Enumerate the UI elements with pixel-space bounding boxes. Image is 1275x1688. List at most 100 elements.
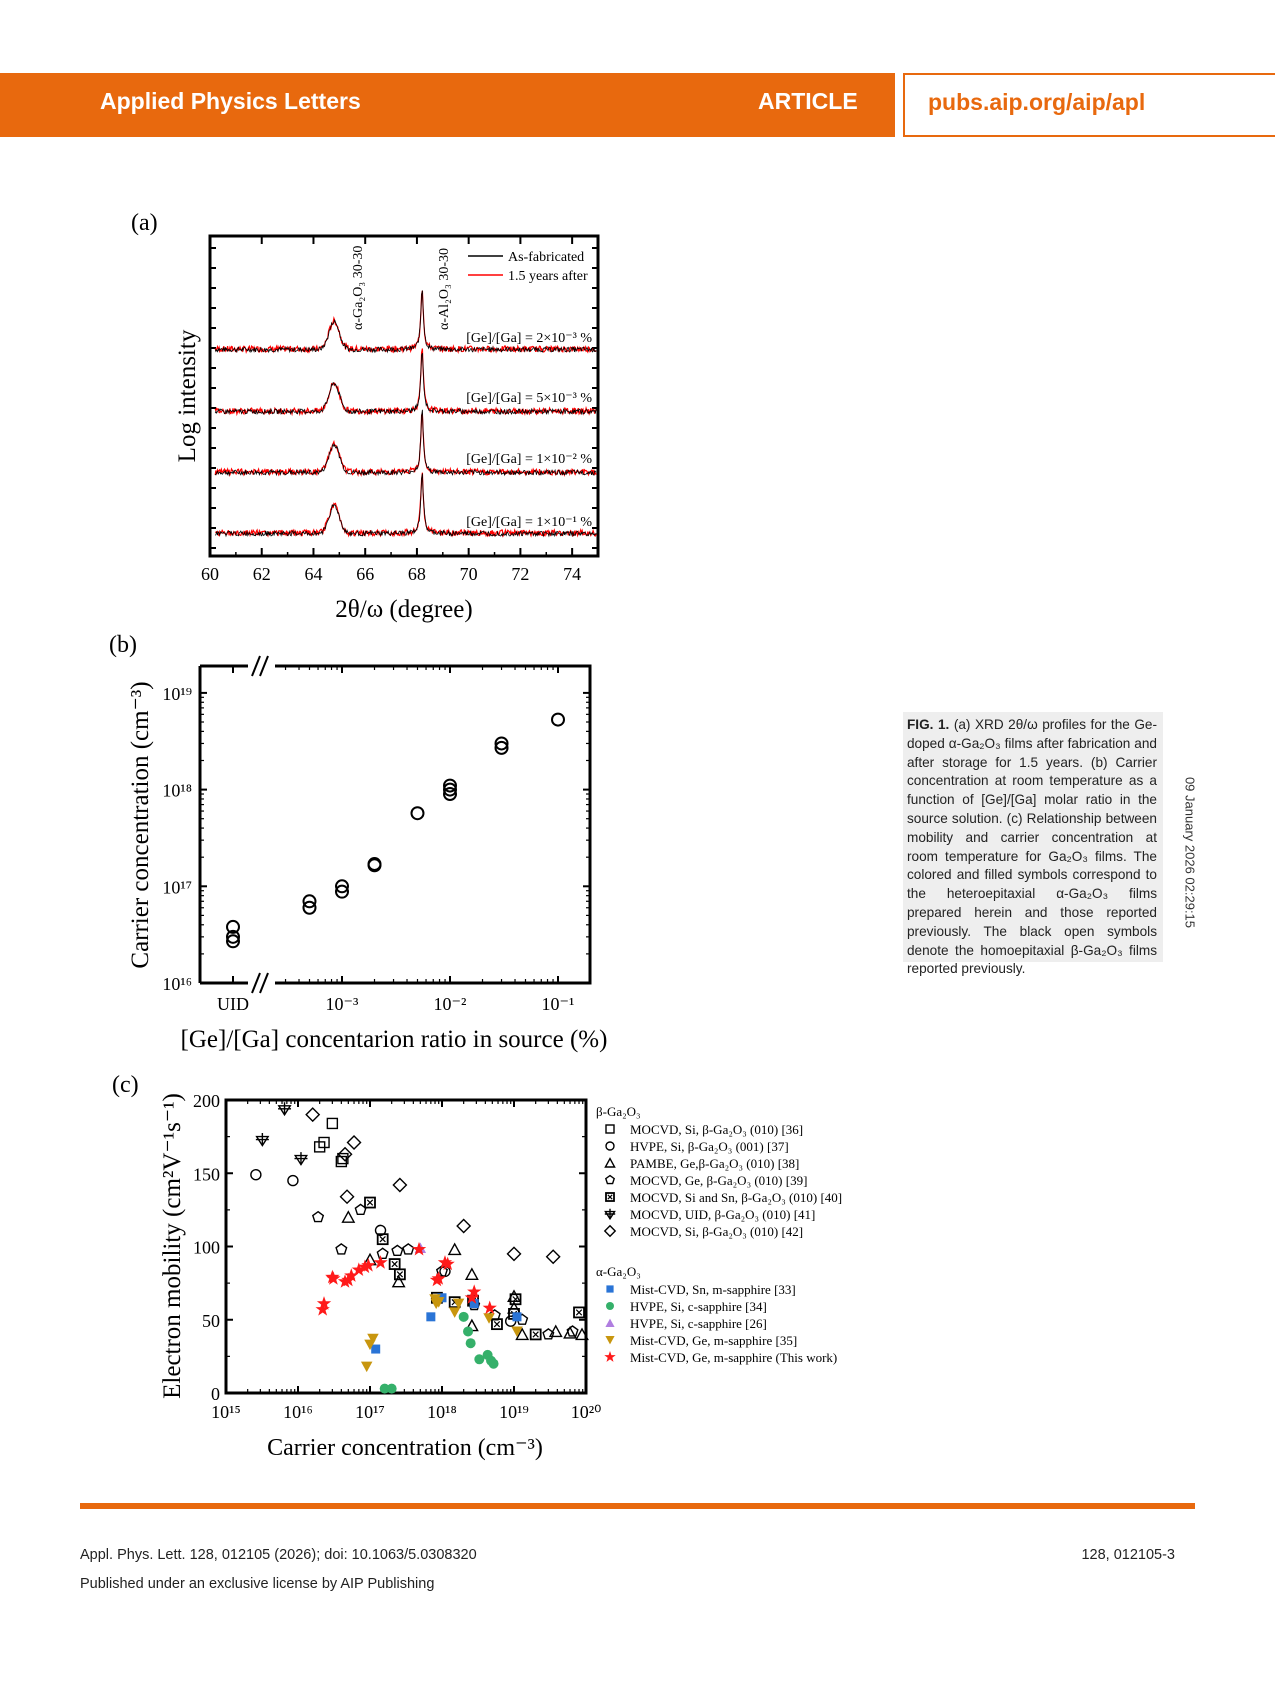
marker-box	[376, 1233, 389, 1246]
marker-cross	[391, 1260, 398, 1268]
journal-url-link[interactable]: pubs.aip.org/aip/apl	[928, 89, 1146, 115]
data-point-crossed-square	[529, 1328, 542, 1341]
caption-label: FIG. 1.	[907, 717, 950, 732]
legend-item-label: MOCVD, Si and Sn, β-Ga₂O₃ (010) [40]	[630, 1190, 842, 1205]
data-point-green-circle	[379, 1383, 390, 1394]
marker-cross	[493, 1320, 501, 1328]
data-point-open-diamond	[506, 1246, 522, 1262]
data-point	[226, 934, 240, 949]
legend-marker-open-pentagon	[604, 1174, 616, 1185]
axis-break-bottom-2	[259, 972, 269, 994]
data-point-open-pentagon	[435, 1265, 449, 1277]
data-point	[443, 778, 457, 793]
y-tick-label: 0	[211, 1384, 220, 1404]
marker-box	[573, 1306, 585, 1319]
data-point-green-circle	[458, 1311, 469, 1322]
data-point-crossed-square	[573, 1306, 585, 1319]
legend-marker-purple-triangle	[605, 1318, 615, 1327]
marker-box	[364, 1196, 376, 1209]
legend-item-label: Mist-CVD, Sn, m-sapphire [33]	[630, 1282, 796, 1297]
data-point-red-star	[411, 1241, 427, 1256]
xrd-xlabel: 2θ/ω (degree)	[335, 596, 472, 623]
y-tick-label: 50	[202, 1311, 220, 1331]
data-point	[302, 900, 317, 915]
footer-citation: Appl. Phys. Lett. 128, 012105 (2026); do…	[80, 1547, 477, 1563]
data-point	[335, 884, 349, 899]
trace-label-3: [Ge]/[Ga] = 1×10⁻² %	[466, 452, 592, 467]
legend-item-label: PAMBE, Ge,β-Ga₂O₃ (010) [38]	[630, 1156, 799, 1171]
data-point-open-triangle	[464, 1267, 479, 1281]
x-tick-label: 10¹⁸	[427, 1402, 457, 1422]
legend-item-label: HVPE, Si, c-sapphire [26]	[630, 1316, 767, 1331]
legend-group-title: α-Ga₂O₃	[596, 1264, 641, 1279]
marker-cross	[278, 1102, 292, 1115]
trace-as-fabricated-2	[214, 352, 597, 416]
marker-cross	[532, 1331, 539, 1338]
marker-box	[605, 1192, 615, 1202]
download-timestamp: 09 January 2026 02:29:15	[1182, 776, 1198, 929]
footer-license: Published under an exclusive license by …	[80, 1576, 435, 1592]
data-point	[302, 894, 317, 909]
plot-c-xlabel: Carrier concentration (cm⁻³)	[267, 1435, 543, 1461]
data-point-open-diamond	[346, 1134, 362, 1150]
marker-cross	[366, 1199, 374, 1206]
figure-caption: FIG. 1. (a) XRD 2θ/ω profiles for the Ge…	[903, 712, 1163, 976]
data-point	[494, 740, 509, 755]
data-point-open-diamond	[392, 1177, 408, 1193]
data-point	[410, 806, 425, 821]
journal-header-bar	[0, 73, 895, 137]
plot-c-frame	[224, 1098, 588, 1395]
y-tick-label: 10¹⁶	[162, 974, 192, 994]
data-point-open-pentagon	[402, 1243, 415, 1255]
y-tick-label: 10¹⁷	[162, 877, 192, 897]
data-point-red-star	[326, 1271, 341, 1285]
data-point-red-star	[315, 1302, 330, 1316]
xrd-plot-frame	[208, 234, 600, 558]
peak-label-al2o3: α-Al₂O₃ 30-30	[437, 248, 452, 330]
legend-marker-crossed-down-triangle	[604, 1208, 616, 1221]
data-point-blue-square	[512, 1312, 522, 1322]
legend-item-label: MOCVD, Si, β-Ga₂O₃ (010) [42]	[630, 1224, 803, 1239]
data-point-open-pentagon	[542, 1328, 555, 1340]
legend-marker-green-circle	[606, 1302, 614, 1310]
y-tick-label: 10¹⁹	[162, 684, 192, 704]
y-tick-label: 100	[193, 1238, 220, 1258]
legend-as-fabricated: As-fabricated	[508, 250, 584, 265]
data-point-crossed-square	[491, 1318, 503, 1331]
data-point	[443, 787, 457, 802]
journal-title: Applied Physics Letters	[100, 88, 361, 114]
data-point-crossed-square	[388, 1258, 401, 1270]
data-point-red-star	[482, 1300, 497, 1315]
y-tick-label: 10¹⁸	[162, 781, 192, 801]
x-tick-label: 70	[460, 564, 478, 584]
x-tick-label: 68	[408, 564, 426, 584]
marker-cross	[604, 1208, 616, 1219]
data-point-green-circle	[474, 1354, 485, 1365]
data-point-gold-down-triangle	[448, 1307, 461, 1318]
x-tick-label: 10²⁰	[571, 1402, 602, 1422]
data-point-open-triangle	[341, 1210, 356, 1223]
data-point-crossed-square	[376, 1233, 389, 1246]
data-point-open-square	[318, 1136, 330, 1149]
mobility-chart: 0 50 100 150 200 10¹⁵ 10¹⁶ 10¹⁷ 10¹⁸ 10¹⁹ 10²⁰ Ele…	[159, 1091, 842, 1461]
data-point	[335, 879, 349, 894]
data-point-open-pentagon	[311, 1210, 325, 1223]
x-tick-label: 72	[511, 564, 529, 584]
data-point-open-triangle	[563, 1325, 577, 1339]
data-point-green-circle	[488, 1358, 499, 1369]
data-point-red-star	[361, 1258, 376, 1272]
data-point-crossed-square	[364, 1196, 376, 1209]
data-point-open-pentagon	[376, 1247, 389, 1260]
legend-marker-open-circle	[605, 1141, 615, 1151]
plot-b-xlabel: [Ge]/[Ga] concentarion ratio in source (…	[181, 1026, 608, 1053]
data-point-open-circle	[374, 1224, 387, 1237]
y-tick-label: 150	[193, 1164, 220, 1184]
marker-cross	[396, 1271, 404, 1278]
data-point-green-circle	[386, 1383, 397, 1394]
data-point-open-triangle	[447, 1242, 462, 1256]
legend-marker-open-triangle	[604, 1157, 616, 1168]
y-tick-label: 200	[193, 1091, 220, 1111]
legend-item-label: Mist-CVD, Ge, m-sapphire (This work)	[630, 1350, 837, 1365]
data-point-gold-down-triangle	[483, 1313, 495, 1324]
